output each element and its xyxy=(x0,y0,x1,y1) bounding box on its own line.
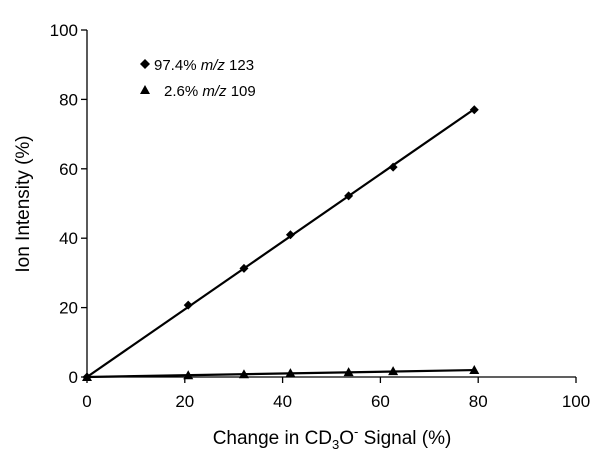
data-point-series-2 xyxy=(238,369,249,379)
x-tick-label: 60 xyxy=(371,392,390,411)
trendline-series-2 xyxy=(86,368,475,379)
data-point-series-1 xyxy=(344,191,354,201)
y-tick-label: 60 xyxy=(59,160,78,179)
legend-triangle-marker xyxy=(140,85,150,94)
legend-diamond-marker xyxy=(140,59,150,69)
data-point-series-1 xyxy=(183,300,193,310)
data-point-series-2 xyxy=(469,365,480,375)
trendline-series-1 xyxy=(86,108,475,378)
data-point-series-1 xyxy=(388,162,398,172)
y-tick-label: 20 xyxy=(59,299,78,318)
axis-ticks: 0 20 40 60 80 100 0 20 40 60 80 100 xyxy=(50,21,591,411)
x-tick-label: 20 xyxy=(175,392,194,411)
data-point-series-2 xyxy=(82,372,92,381)
y-tick-label: 100 xyxy=(50,21,78,40)
legend: 97.4% m/z 123 2.6% m/z 109 xyxy=(140,57,256,100)
data-point-series-1 xyxy=(285,230,295,240)
plot-axes xyxy=(86,30,576,378)
data-point-series-1 xyxy=(469,105,479,115)
x-tick-label: 0 xyxy=(82,392,91,411)
legend-label-series-1: 97.4% m/z 123 xyxy=(154,57,254,74)
data-points xyxy=(82,105,480,382)
trendlines xyxy=(86,108,475,379)
legend-label-series-2: 2.6% m/z 109 xyxy=(164,83,256,100)
legend-item-series-1: 97.4% m/z 123 xyxy=(140,57,254,74)
x-tick-label: 40 xyxy=(273,392,292,411)
x-tick-label: 100 xyxy=(562,392,590,411)
data-point-series-2 xyxy=(343,367,354,377)
data-point-series-2 xyxy=(183,370,194,380)
data-point-series-1 xyxy=(239,263,249,273)
data-point-series-2 xyxy=(285,368,296,378)
x-axis-title: Change in CD3O- Signal (%) xyxy=(213,424,452,452)
legend-item-series-2: 2.6% m/z 109 xyxy=(140,83,256,100)
y-tick-label: 80 xyxy=(59,90,78,109)
y-tick-label: 0 xyxy=(69,368,78,387)
data-point-series-2 xyxy=(388,366,399,376)
y-axis-title: Ion Intensity (%) xyxy=(13,135,34,272)
y-tick-label: 40 xyxy=(59,229,78,248)
x-tick-label: 80 xyxy=(469,392,488,411)
